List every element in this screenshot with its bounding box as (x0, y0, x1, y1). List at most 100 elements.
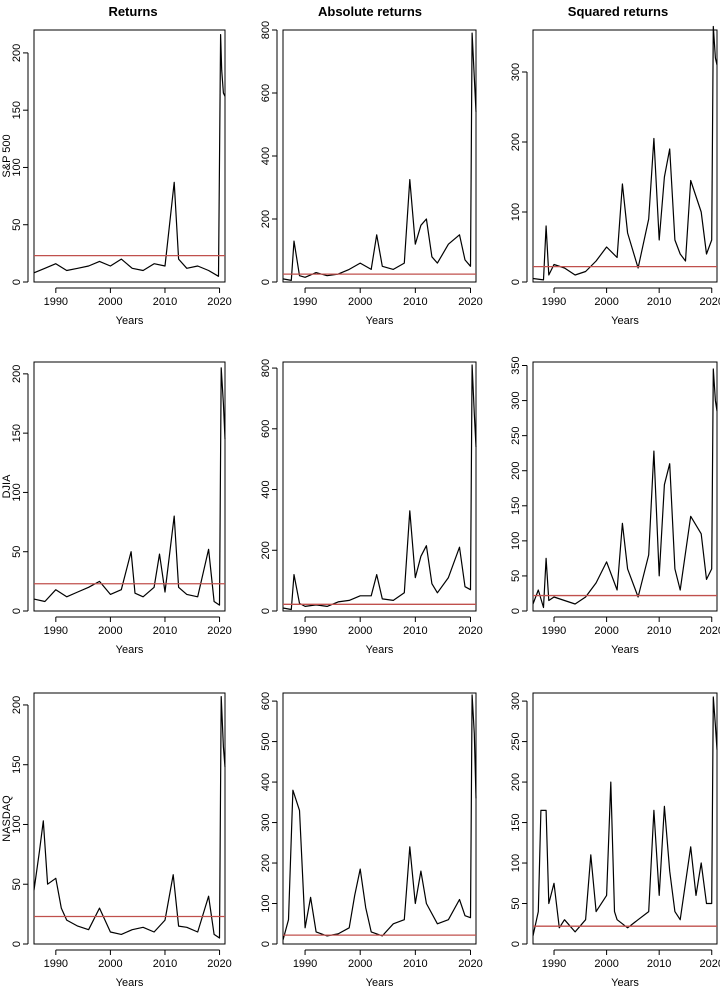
panel-djia-returns: 0 50 100 150 200 1990 2000 2010 2020 Years DJIA (1, 361, 232, 656)
y-tick-label: 0 (510, 608, 522, 614)
x-tick-label: 2010 (153, 958, 177, 970)
x-tick-label: 2020 (458, 625, 482, 637)
y-tick-label: 800 (260, 21, 272, 39)
x-axis-label: Years (611, 644, 639, 656)
plot-frame (33, 692, 226, 945)
series-line (33, 695, 226, 939)
y-tick-label: 400 (260, 480, 272, 498)
x-tick-label: 2020 (700, 625, 720, 637)
y-tick-label: 50 (510, 897, 522, 909)
y-tick-label: 400 (260, 147, 272, 165)
x-tick-label: 2000 (348, 296, 372, 308)
y-tick-label: 200 (510, 462, 522, 480)
series-line (282, 694, 477, 941)
x-axis-label: Years (116, 644, 144, 656)
y-axis-label: NASDAQ (1, 795, 13, 842)
y-tick-label: 200 (11, 44, 23, 62)
y-tick-label: 100 (510, 203, 522, 221)
x-axis-label: Years (116, 977, 144, 989)
y-tick-label: 0 (510, 279, 522, 285)
x-tick-label: 1990 (293, 296, 317, 308)
y-tick-label: 200 (260, 210, 272, 228)
y-tick-label: 0 (260, 279, 272, 285)
x-tick-label: 1990 (542, 296, 566, 308)
series-line (33, 367, 226, 606)
series-line (532, 696, 718, 937)
x-axis-label: Years (611, 315, 639, 327)
panel-djia-sq: 0 50 100 150 200 250 300 350 1990 2000 2010 2020 Yea… (510, 356, 720, 656)
x-tick-label: 1990 (293, 958, 317, 970)
column-title-returns: Returns (108, 4, 157, 19)
y-tick-label: 50 (11, 546, 23, 558)
x-tick-label: 2000 (594, 296, 618, 308)
y-tick-label: 250 (510, 426, 522, 444)
x-tick-label: 2020 (458, 958, 482, 970)
panel-sp500-sq: 0 100 200 300 1990 2000 2010 2020 Years (510, 25, 720, 327)
x-tick-label: 1990 (293, 625, 317, 637)
series-line (282, 364, 477, 611)
y-tick-label: 0 (260, 608, 272, 614)
y-tick-label: 800 (260, 359, 272, 377)
plot-frame (33, 361, 226, 612)
series-line (532, 25, 718, 281)
y-tick-label: 100 (11, 815, 23, 833)
x-tick-label: 2000 (98, 296, 122, 308)
panel-sp500-returns: 0 50 100 150 200 1990 2000 2010 2020 Years S&P 500 (1, 29, 232, 327)
x-tick-label: 1990 (542, 625, 566, 637)
y-tick-label: 300 (260, 813, 272, 831)
y-axis-label: DJIA (1, 474, 13, 499)
plot-frame (282, 692, 477, 945)
x-tick-label: 2020 (700, 958, 720, 970)
plot-frame (33, 29, 226, 283)
x-tick-label: 1990 (44, 958, 68, 970)
x-tick-label: 1990 (542, 958, 566, 970)
x-tick-label: 2000 (348, 958, 372, 970)
y-tick-label: 200 (510, 133, 522, 151)
x-axis-label: Years (366, 315, 394, 327)
x-tick-label: 2000 (98, 625, 122, 637)
x-tick-label: 2020 (458, 296, 482, 308)
x-tick-label: 1990 (44, 625, 68, 637)
y-tick-label: 500 (260, 732, 272, 750)
series-line (282, 32, 477, 281)
panel-sp500-abs: 0 200 400 600 800 1990 2000 2010 2020 Years (260, 21, 483, 327)
y-tick-label: 100 (510, 854, 522, 872)
y-tick-label: 400 (260, 773, 272, 791)
y-tick-label: 50 (11, 878, 23, 890)
x-tick-label: 2000 (594, 625, 618, 637)
series-line (532, 368, 718, 609)
x-tick-label: 2020 (700, 296, 720, 308)
y-axis-label: S&P 500 (1, 134, 13, 177)
y-tick-label: 300 (510, 391, 522, 409)
y-tick-label: 100 (11, 483, 23, 501)
panel-nasdaq-returns: 0 50 100 150 200 1990 2000 2010 2020 Years NASDAQ (1, 692, 232, 989)
y-tick-label: 100 (510, 532, 522, 550)
panel-nasdaq-abs: 0 100 200 300 400 500 600 1990 2000 2010 2020 Years (260, 692, 483, 989)
x-tick-label: 2010 (403, 296, 427, 308)
y-tick-label: 150 (11, 101, 23, 119)
y-tick-label: 300 (510, 692, 522, 710)
y-tick-label: 300 (510, 63, 522, 81)
y-tick-label: 600 (260, 420, 272, 438)
y-tick-label: 0 (510, 941, 522, 947)
y-tick-label: 350 (510, 356, 522, 374)
x-axis-label: Years (611, 977, 639, 989)
plot-frame (282, 29, 477, 283)
x-axis-label: Years (366, 644, 394, 656)
y-tick-label: 200 (11, 365, 23, 383)
x-tick-label: 2010 (403, 625, 427, 637)
y-tick-label: 600 (260, 692, 272, 710)
x-axis-label: Years (366, 977, 394, 989)
y-tick-label: 0 (260, 941, 272, 947)
y-tick-label: 250 (510, 732, 522, 750)
column-title-absolute-returns: Absolute returns (318, 4, 422, 19)
column-title-squared-returns: Squared returns (568, 4, 668, 19)
y-tick-label: 100 (11, 158, 23, 176)
y-tick-label: 150 (11, 424, 23, 442)
panel-nasdaq-sq: 0 50 100 150 200 250 300 1990 2000 2010 2020 Years (510, 692, 720, 989)
y-tick-label: 200 (260, 541, 272, 559)
y-tick-label: 150 (11, 756, 23, 774)
x-tick-label: 2000 (348, 625, 372, 637)
